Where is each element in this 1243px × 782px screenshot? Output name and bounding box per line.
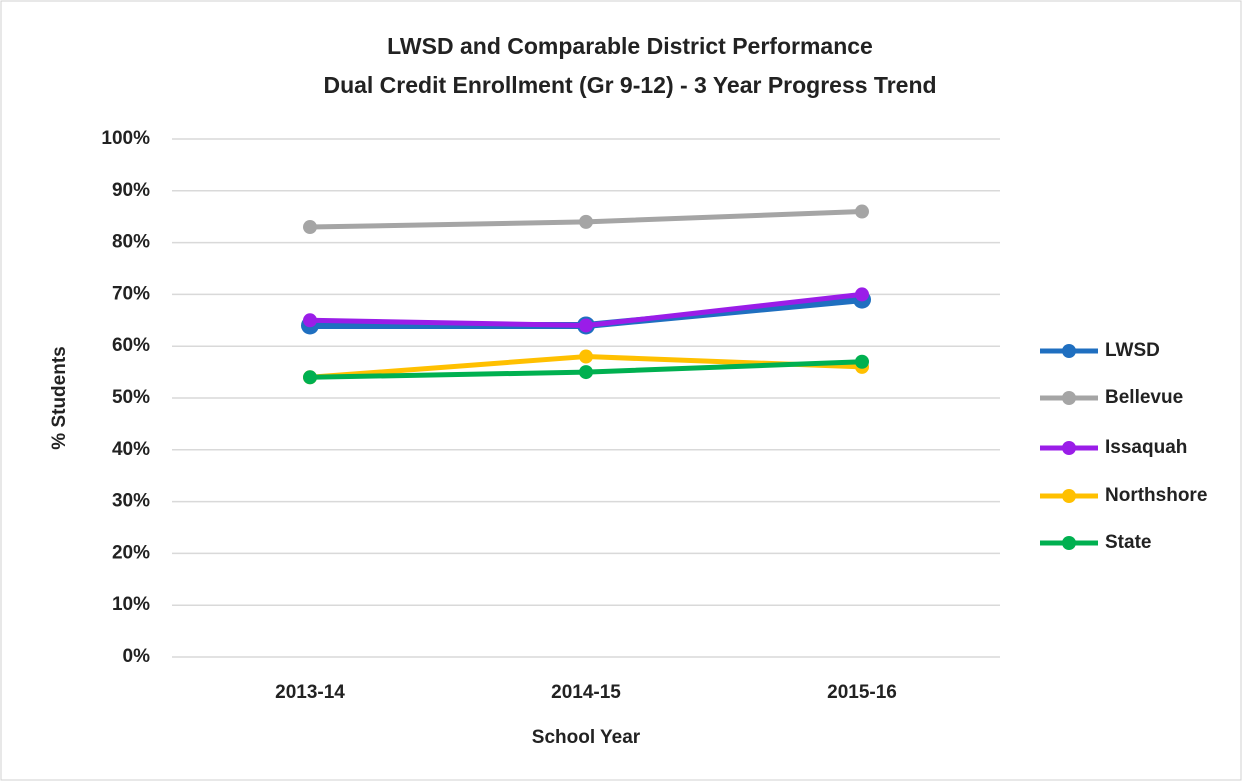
- legend-marker: [1062, 441, 1076, 455]
- series-marker: [303, 370, 317, 385]
- y-axis-label: % Students: [49, 346, 70, 449]
- x-tick-label: 2014-15: [551, 682, 621, 703]
- legend-label: State: [1105, 532, 1151, 553]
- y-tick-label: 90%: [112, 180, 150, 201]
- x-tick-label: 2013-14: [275, 682, 345, 703]
- legend-marker: [1062, 344, 1076, 358]
- legend-label: Northshore: [1105, 485, 1207, 506]
- series-marker: [855, 287, 869, 302]
- legend-marker: [1062, 489, 1076, 503]
- chart-subtitle: Dual Credit Enrollment (Gr 9-12) - 3 Yea…: [323, 72, 936, 98]
- y-tick-label: 30%: [112, 491, 150, 512]
- x-tick-label: 2015-16: [827, 682, 897, 703]
- y-tick-label: 50%: [112, 387, 150, 408]
- series-marker: [855, 204, 869, 219]
- legend-label: LWSD: [1105, 340, 1160, 361]
- series-marker: [303, 220, 317, 235]
- series-marker: [579, 318, 593, 333]
- y-tick-label: 40%: [112, 439, 150, 460]
- legend-marker: [1062, 536, 1076, 550]
- y-tick-label: 20%: [112, 542, 150, 563]
- x-axis-label: School Year: [532, 727, 641, 748]
- series-marker: [579, 214, 593, 229]
- y-tick-label: 0%: [123, 646, 151, 667]
- series-marker: [303, 313, 317, 328]
- series-marker: [579, 349, 593, 364]
- legend-marker: [1062, 391, 1076, 405]
- chart-title: LWSD and Comparable District Performance: [387, 33, 873, 59]
- y-tick-label: 60%: [112, 335, 150, 356]
- legend-label: Bellevue: [1105, 387, 1183, 408]
- legend-label: Issaquah: [1105, 437, 1187, 458]
- y-tick-label: 100%: [101, 128, 150, 149]
- y-tick-label: 70%: [112, 283, 150, 304]
- y-tick-label: 80%: [112, 232, 150, 253]
- series-marker: [855, 354, 869, 369]
- y-tick-label: 10%: [112, 594, 150, 615]
- series-marker: [579, 365, 593, 380]
